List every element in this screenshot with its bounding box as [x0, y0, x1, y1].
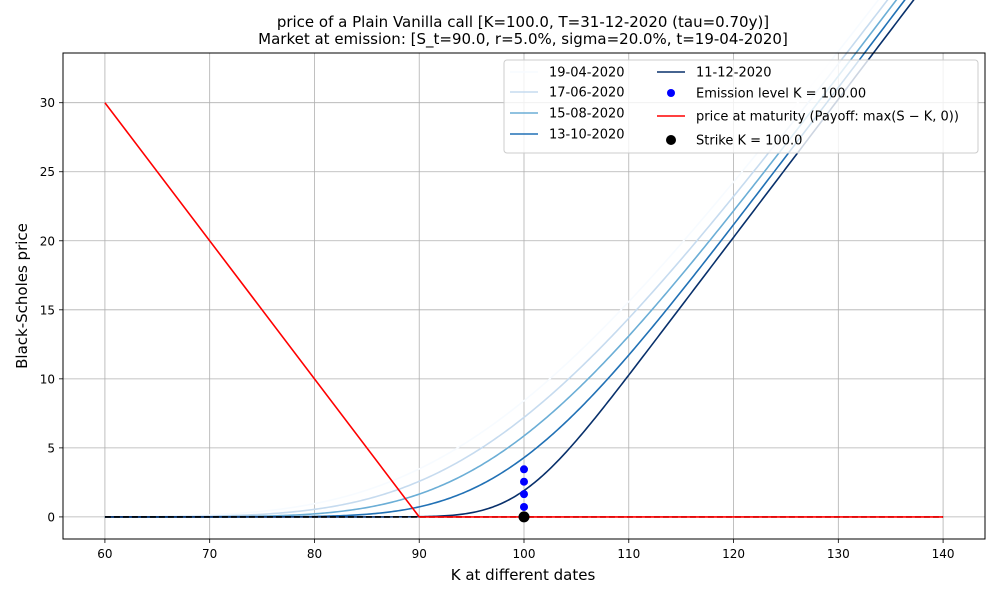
y-tick-label: 20	[40, 234, 55, 248]
x-tick-label: 90	[412, 547, 427, 561]
legend-swatch-strike	[666, 135, 676, 145]
legend-label-series-3: 13-10-2020	[549, 128, 625, 143]
x-tick-label: 70	[202, 547, 217, 561]
y-tick-label: 25	[40, 165, 55, 179]
y-axis-label: Black-Scholes price	[13, 223, 31, 369]
x-tick-label: 60	[97, 547, 112, 561]
emission-point-1	[520, 477, 528, 486]
y-tick-label: 0	[47, 510, 55, 524]
x-axis-label: K at different dates	[451, 566, 596, 584]
emission-point-3	[520, 502, 528, 511]
legend-box	[503, 59, 979, 154]
legend: 19-04-2020 17-06-2020 15-08-2020 13-10-2…	[503, 59, 979, 154]
legend-label-emission: Emission level K = 100.00	[696, 87, 866, 102]
x-tick-label: 120	[722, 547, 745, 561]
axis-ticks: 60 70 80 90 100 110 120 130 140 0 5 10 15 20 25 30	[40, 96, 955, 561]
y-tick-label: 15	[40, 303, 55, 317]
legend-label-payoff: price at maturity (Payoff: max(S − K, 0)…	[696, 110, 959, 125]
x-tick-label: 100	[513, 547, 536, 561]
legend-label-series-0: 19-04-2020	[549, 66, 625, 81]
emission-point-0	[520, 465, 528, 474]
y-tick-label: 30	[40, 96, 55, 110]
legend-label-series-2: 15-08-2020	[549, 107, 625, 122]
legend-label-strike: Strike K = 100.0	[696, 134, 802, 149]
y-tick-label: 5	[47, 441, 55, 455]
chart-title-line2: Market at emission: [S_t=90.0, r=5.0%, s…	[258, 30, 788, 49]
chart-title-line1: price of a Plain Vanilla call [K=100.0, …	[277, 13, 769, 31]
payoff-line	[104, 102, 944, 518]
marker-group	[518, 465, 530, 523]
x-tick-label: 130	[827, 547, 850, 561]
strike-point	[518, 511, 530, 523]
y-tick-label: 10	[40, 372, 55, 386]
legend-label-series-4: 11-12-2020	[696, 66, 772, 81]
legend-label-series-1: 17-06-2020	[549, 86, 625, 101]
x-tick-label: 140	[932, 547, 955, 561]
emission-point-2	[520, 490, 528, 499]
x-tick-label: 110	[617, 547, 640, 561]
legend-swatch-emission	[667, 89, 675, 97]
x-tick-label: 80	[307, 547, 322, 561]
